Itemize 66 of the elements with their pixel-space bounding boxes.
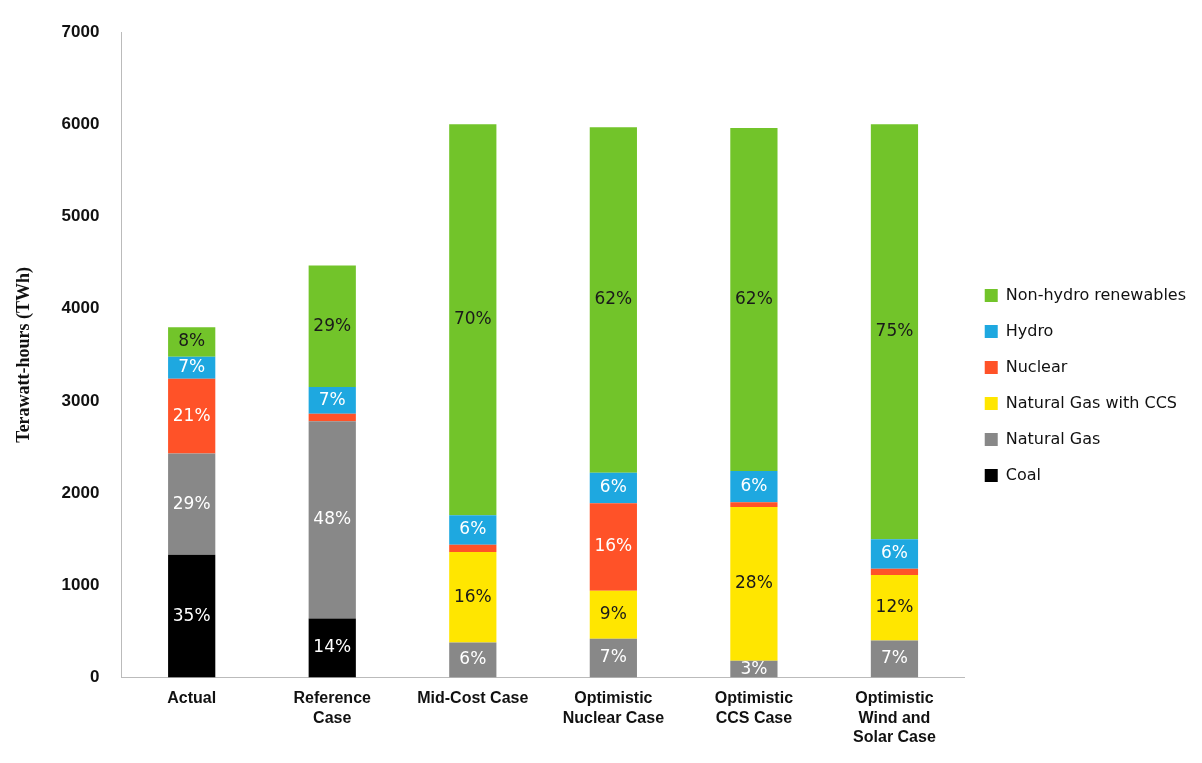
annotation: 21% [172,404,211,425]
bar [449,124,497,516]
y-tick-label: 7000 [61,21,100,41]
annotation: 7% [178,356,206,377]
annotation: 75% [875,320,914,341]
bar [589,590,637,639]
bar [308,618,356,678]
annotation: 6% [459,648,487,669]
annotation: 62% [735,287,773,308]
y-tick-label: 4000 [61,298,100,318]
annotation: 35% [172,604,211,625]
annotation: 9% [599,603,627,624]
y-tick-label: 1000 [61,574,100,594]
bar [870,568,919,576]
annotation: 7% [318,388,346,409]
bar [730,128,778,471]
annotation: 28% [735,572,773,593]
x-tick-label: Reference Case [293,689,372,726]
y-tick-label: 5000 [61,206,100,226]
bar [308,265,356,388]
annotation: 70% [453,308,492,329]
x-tick-label: Mid-Cost Case [417,689,529,707]
bar [308,413,356,422]
x-tick-label: Optimistic Wind and Solar Case [853,689,936,745]
annotation: 6% [880,542,908,563]
y-tick-label: 2000 [61,482,100,502]
annotation: 14% [313,636,352,657]
x-tick-label: Actual [167,689,217,707]
annotation: 29% [313,314,352,335]
bar [870,124,919,540]
bar [168,453,216,555]
bar [449,544,497,553]
annotation: 3% [740,657,768,678]
annotation: 48% [313,508,352,529]
x-tick-label: Optimistic CCS Case [714,689,794,726]
bar [449,552,497,643]
y-tick-label: 6000 [61,114,100,134]
bar [589,503,637,591]
legend-label: Nuclear [1005,356,1068,376]
annotation: 6% [599,476,627,497]
bar [589,127,637,473]
annotation: 6% [459,518,487,539]
y-tick-label: 3000 [61,390,100,410]
annotation: 12% [875,596,914,617]
y-axis-title: Terawatt-hours (TWh) [13,266,35,443]
x-tick-label: Optimistic Nuclear Case [562,689,665,726]
bar [168,554,216,678]
y-tick-label: 0 [89,667,100,687]
legend-label: Non-hydro renewables [1005,284,1186,304]
legend-label: Natural Gas [1005,428,1101,448]
annotation: 7% [880,647,908,668]
bar [730,506,778,661]
annotation: 6% [740,475,768,496]
annotation: 62% [594,288,633,309]
bar [168,378,216,454]
bar [870,575,919,641]
legend-label: Hydro [1005,320,1054,340]
legend-label: Natural Gas with CCS [1005,392,1177,412]
annotation: 16% [453,585,492,606]
annotation: 29% [172,492,211,513]
annotation: 8% [178,330,206,351]
legend-label: Coal [1005,464,1041,484]
annotation: 16% [594,535,633,556]
bar [308,421,356,619]
bar [730,502,778,507]
annotation: 7% [599,646,627,667]
